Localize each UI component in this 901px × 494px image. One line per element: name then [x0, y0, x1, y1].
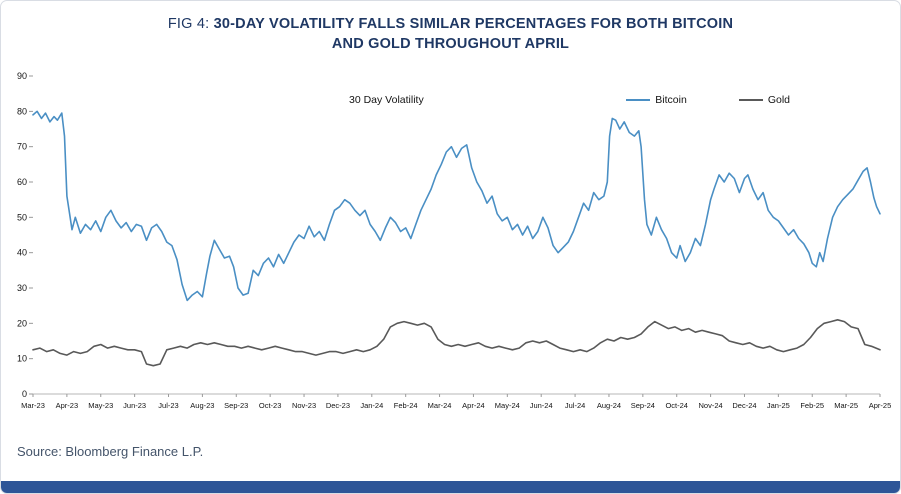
figure-title-text-1: 30-DAY VOLATILITY FALLS SIMILAR PERCENTA…	[213, 16, 734, 32]
svg-text:Jul-23: Jul-23	[158, 401, 178, 410]
svg-text:Jun-23: Jun-23	[123, 401, 146, 410]
svg-text:Apr-25: Apr-25	[869, 401, 892, 410]
svg-text:Jan-25: Jan-25	[767, 401, 790, 410]
svg-text:60: 60	[17, 177, 27, 187]
figure-title-line2: AND GOLD THROUGHOUT APRIL	[331, 36, 570, 52]
svg-text:Jun-24: Jun-24	[530, 401, 553, 410]
chart-title: 30 Day Volatility	[349, 94, 424, 106]
legend-label-gold: Gold	[767, 94, 790, 106]
chart-legend: Bitcoin Gold	[626, 94, 790, 106]
svg-text:90: 90	[17, 71, 27, 81]
footer-accent-bar	[1, 481, 900, 493]
svg-text:40: 40	[17, 248, 27, 258]
figure-title: FIG 4: 30-DAY VOLATILITY FALLS SIMILAR P…	[1, 1, 900, 54]
source-attribution: Source: Bloomberg Finance L.P.	[17, 444, 204, 459]
svg-text:Sep-23: Sep-23	[224, 401, 248, 410]
svg-text:Aug-23: Aug-23	[190, 401, 214, 410]
svg-text:0: 0	[22, 389, 27, 399]
svg-text:Feb-25: Feb-25	[800, 401, 824, 410]
svg-text:80: 80	[17, 106, 27, 116]
figure-number: FIG 4:	[167, 16, 210, 32]
svg-text:Dec-23: Dec-23	[326, 401, 350, 410]
svg-text:Feb-24: Feb-24	[394, 401, 418, 410]
svg-text:Oct-24: Oct-24	[665, 401, 688, 410]
svg-text:May-24: May-24	[495, 401, 520, 410]
svg-text:10: 10	[17, 354, 27, 364]
svg-text:50: 50	[17, 212, 27, 222]
svg-text:Jul-24: Jul-24	[565, 401, 585, 410]
gold-line-swatch	[738, 99, 763, 101]
svg-text:Apr-23: Apr-23	[56, 401, 79, 410]
svg-text:Aug-24: Aug-24	[597, 401, 621, 410]
volatility-line-chart: 0 10 20 30 40 50 60 70 80 90 Mar-23 Apr-23 May-23 Jun…	[17, 71, 892, 410]
svg-text:Mar-24: Mar-24	[428, 401, 452, 410]
svg-text:Apr-24: Apr-24	[462, 401, 485, 410]
svg-text:Jan-24: Jan-24	[360, 401, 383, 410]
svg-text:20: 20	[17, 318, 27, 328]
svg-text:30: 30	[17, 283, 27, 293]
svg-text:Nov-24: Nov-24	[699, 401, 723, 410]
svg-text:Mar-25: Mar-25	[834, 401, 858, 410]
svg-text:Dec-24: Dec-24	[732, 401, 756, 410]
svg-text:Nov-23: Nov-23	[292, 401, 316, 410]
legend-item-bitcoin: Bitcoin	[626, 94, 687, 106]
svg-text:Mar-23: Mar-23	[21, 401, 45, 410]
bitcoin-line-swatch	[626, 99, 651, 101]
svg-text:Oct-23: Oct-23	[259, 401, 282, 410]
legend-label-bitcoin: Bitcoin	[655, 94, 687, 106]
svg-text:May-23: May-23	[88, 401, 113, 410]
svg-text:70: 70	[17, 142, 27, 152]
figure-title-line1: FIG 4: 30-DAY VOLATILITY FALLS SIMILAR P…	[1, 14, 900, 34]
svg-text:Sep-24: Sep-24	[631, 401, 655, 410]
chart-area: 0 10 20 30 40 50 60 70 80 90 Mar-23 Apr-23 May-23 Jun…	[7, 56, 894, 428]
legend-item-gold: Gold	[738, 94, 790, 106]
